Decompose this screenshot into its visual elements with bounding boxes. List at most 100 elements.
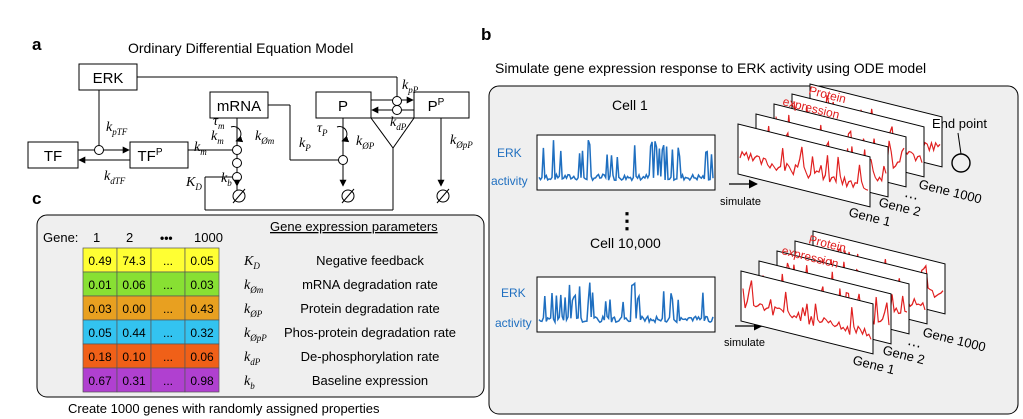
erk-label-2: ERK bbox=[501, 286, 526, 300]
taum-delay-icon bbox=[230, 126, 244, 143]
km-label-upper: km bbox=[211, 129, 224, 146]
parameter-table: 0.49 74.3... 0.05 KD Negative feedback 0.01 0.… bbox=[82, 247, 456, 393]
parameter-cell bbox=[184, 247, 220, 273]
mrna-sink-icon bbox=[232, 189, 246, 203]
parameter-cell bbox=[184, 343, 220, 369]
simulate-label-1: simulate bbox=[720, 196, 761, 208]
col-header-1: 1 bbox=[93, 230, 100, 245]
parameter-row: 0.01 0.06... 0.03 kØm mRNA degradation rate bbox=[82, 271, 438, 297]
parameter-cell bbox=[116, 247, 152, 273]
parameter-value: 0.03 bbox=[190, 278, 214, 292]
panel-a: a Ordinary Differential Equation Model E… bbox=[27, 35, 473, 211]
tfp-node-label: TFP bbox=[138, 147, 163, 165]
col-header-4: 1000 bbox=[194, 230, 223, 245]
parameter-value: 0.49 bbox=[88, 254, 112, 268]
col-header-2: 2 bbox=[126, 230, 133, 245]
erk-trace-cell-10000 bbox=[538, 281, 714, 325]
parameter-value: 0.01 bbox=[88, 278, 112, 292]
km-junction bbox=[232, 145, 242, 155]
parameter-value: ... bbox=[163, 350, 173, 364]
parameter-value: 0.31 bbox=[122, 374, 146, 388]
kopp-label: kØpP bbox=[450, 133, 473, 150]
parameter-value: 0.00 bbox=[122, 302, 146, 316]
parameter-row: 0.67 0.31... 0.98 kb Baseline expression bbox=[82, 367, 428, 393]
pp-node-label: PP bbox=[428, 97, 445, 115]
parameters-header: Gene expression parameters bbox=[270, 219, 438, 234]
parameter-value: ... bbox=[163, 302, 173, 316]
ellipsis-a: ⋯ bbox=[902, 187, 919, 206]
pp-sink-icon bbox=[436, 189, 450, 203]
panel-c-caption: Create 1000 genes with randomly assigned… bbox=[68, 401, 380, 416]
parameter-cell bbox=[116, 367, 152, 393]
kdtf-label: kdTF bbox=[104, 169, 126, 186]
erk-node bbox=[78, 63, 138, 91]
vertical-dots: ⋮ bbox=[616, 208, 638, 233]
kd-label: KD bbox=[185, 175, 202, 192]
parameter-symbol: KD bbox=[243, 254, 260, 271]
parameter-cell bbox=[116, 343, 152, 369]
kop-label: kØP bbox=[356, 134, 375, 151]
parameter-name: mRNA degradation rate bbox=[302, 277, 438, 292]
parameter-name: Negative feedback bbox=[316, 253, 424, 268]
parameter-cell bbox=[82, 295, 118, 321]
kb-label: kb bbox=[221, 171, 232, 188]
parameter-value: 0.98 bbox=[190, 374, 214, 388]
parameter-name: Phos-protein degradation rate bbox=[284, 325, 456, 340]
cell-1-label: Cell 1 bbox=[612, 97, 648, 113]
panel-c-letter: c bbox=[32, 189, 41, 208]
taup-delay-icon bbox=[336, 126, 350, 143]
parameter-value: 0.03 bbox=[88, 302, 112, 316]
erk-trace-cell-1 bbox=[538, 139, 714, 182]
kom-label: kØm bbox=[255, 129, 275, 146]
parameter-symbol: kdP bbox=[244, 350, 261, 367]
activity-label-2: activity bbox=[495, 316, 532, 330]
parameter-value: 0.18 bbox=[88, 350, 112, 364]
parameter-value: 0.67 bbox=[88, 374, 112, 388]
simulate-label-2: simulate bbox=[724, 337, 765, 349]
parameter-symbol: kØP bbox=[244, 302, 263, 319]
tf-node bbox=[27, 141, 79, 169]
parameter-symbol: kb bbox=[244, 374, 255, 391]
erk-trace-frame-2 bbox=[536, 276, 716, 333]
parameter-value: 0.32 bbox=[190, 326, 214, 340]
kd-junction bbox=[232, 158, 242, 168]
parameter-cell bbox=[150, 319, 186, 345]
parameter-name: De-phosphorylation rate bbox=[301, 349, 440, 364]
kdp-junction bbox=[392, 105, 402, 115]
mrna-node bbox=[209, 91, 269, 119]
col-header-3: ••• bbox=[160, 231, 173, 245]
parameter-cell bbox=[184, 319, 220, 345]
parameter-name: Baseline expression bbox=[312, 373, 428, 388]
parameter-value: 0.05 bbox=[88, 326, 112, 340]
parameter-cell bbox=[116, 271, 152, 297]
kp-junction bbox=[338, 155, 348, 165]
p-sink-icon bbox=[341, 189, 355, 203]
parameter-symbol: kØpP bbox=[244, 326, 267, 343]
parameter-value: 0.06 bbox=[190, 350, 214, 364]
parameter-cell bbox=[150, 295, 186, 321]
parameter-value: 0.10 bbox=[122, 350, 146, 364]
parameter-name: Protein degradation rate bbox=[300, 301, 439, 316]
parameter-row: 0.05 0.44... 0.32 kØpP Phos-protein degradat… bbox=[82, 319, 456, 345]
protein-stack-cell-10000 bbox=[740, 230, 946, 355]
end-point-label: End point bbox=[932, 116, 987, 131]
parameter-value: 0.43 bbox=[190, 302, 214, 316]
kptf-junction bbox=[94, 145, 104, 155]
parameter-cell bbox=[150, 367, 186, 393]
parameter-value: 74.3 bbox=[122, 254, 146, 268]
parameter-value: ... bbox=[163, 254, 173, 268]
cell-10000-label: Cell 10,000 bbox=[590, 235, 661, 251]
kpp-junction bbox=[392, 96, 402, 106]
pp-node bbox=[413, 91, 470, 119]
protein-frame bbox=[740, 270, 874, 355]
erk-node-label: ERK bbox=[93, 70, 124, 87]
erk-label-1: ERK bbox=[497, 146, 522, 160]
parameter-row: 0.49 74.3... 0.05 KD Negative feedback bbox=[82, 247, 424, 273]
panel-a-letter: a bbox=[32, 35, 42, 54]
parameter-cell bbox=[82, 271, 118, 297]
erk-trace-frame-1 bbox=[536, 134, 716, 191]
parameter-cell bbox=[82, 367, 118, 393]
kdp-label: kdP bbox=[390, 115, 407, 132]
parameter-symbol: kØm bbox=[244, 278, 264, 295]
